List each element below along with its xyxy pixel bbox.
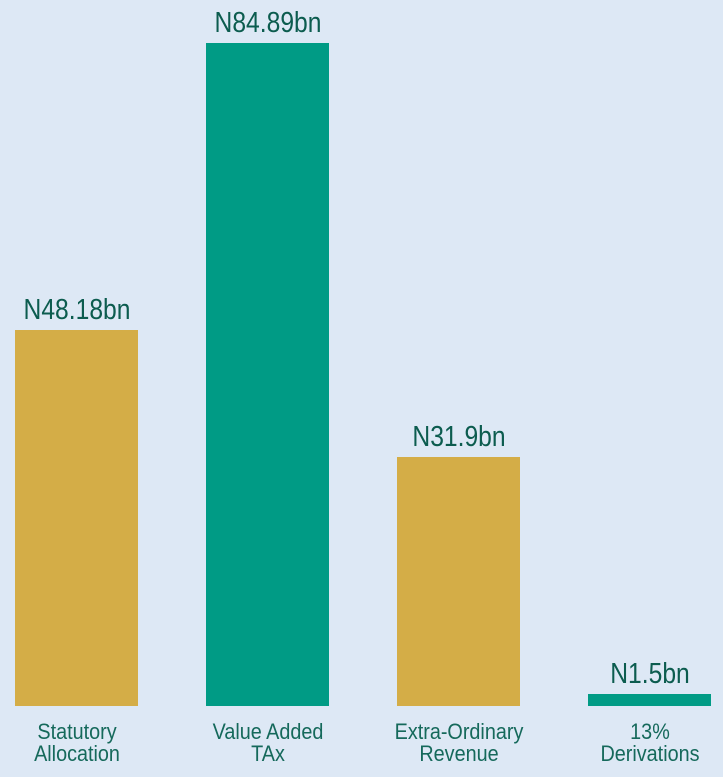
bar — [397, 456, 520, 706]
value-label: N84.89bn — [214, 7, 321, 39]
value-label: N31.9bn — [411, 420, 506, 453]
category-label: Statutory Allocation — [33, 719, 120, 766]
category-label: 13% Derivations — [599, 719, 700, 766]
bar — [206, 43, 329, 706]
value-label: N1.5bn — [609, 658, 690, 691]
value-label: N48.18bn — [23, 293, 130, 326]
bar — [15, 329, 138, 706]
category-label: Value Added TAx — [212, 719, 323, 766]
category-label: Extra-Ordinary Revenue — [394, 719, 523, 766]
bar — [588, 694, 711, 706]
